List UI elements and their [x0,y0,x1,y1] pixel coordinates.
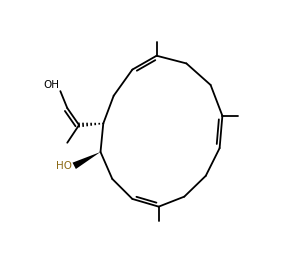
Text: OH: OH [43,80,59,90]
Polygon shape [73,152,101,169]
Text: HO: HO [56,161,72,171]
